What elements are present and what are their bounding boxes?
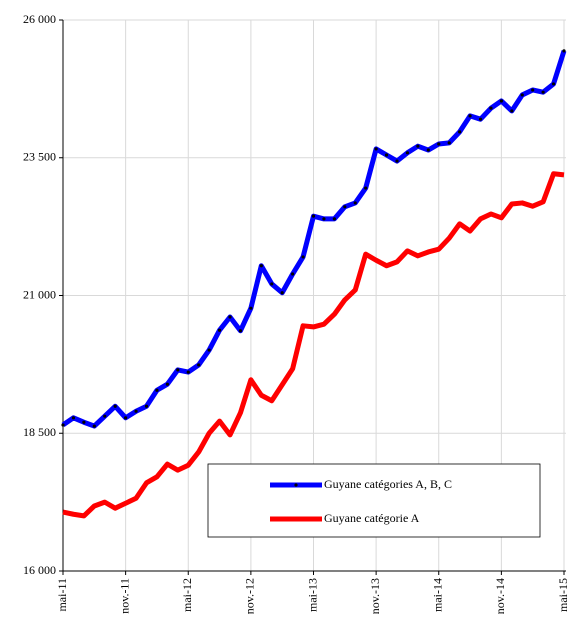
point-marker bbox=[499, 99, 503, 103]
legend-box bbox=[207, 463, 541, 538]
point-marker bbox=[124, 416, 128, 420]
x-tick-label: nov.-13 bbox=[368, 578, 382, 614]
point-marker bbox=[468, 114, 472, 118]
x-tick-label: mai-15 bbox=[556, 578, 568, 612]
point-marker bbox=[280, 291, 284, 295]
point-marker bbox=[551, 82, 556, 86]
point-marker bbox=[541, 90, 545, 94]
point-marker bbox=[489, 106, 493, 110]
series-line bbox=[62, 171, 565, 519]
point-marker bbox=[562, 49, 566, 53]
legend-label: Guyane catégories A, B, C bbox=[324, 477, 452, 491]
legend-label: Guyane catégorie A bbox=[324, 511, 420, 525]
point-marker bbox=[249, 306, 253, 310]
point-marker bbox=[353, 201, 357, 205]
point-marker bbox=[71, 416, 76, 420]
legend-marker bbox=[294, 483, 298, 487]
point-marker bbox=[186, 370, 190, 374]
point-marker bbox=[176, 368, 180, 372]
point-marker bbox=[478, 117, 483, 121]
point-marker bbox=[113, 404, 117, 408]
point-marker bbox=[134, 409, 138, 413]
point-marker bbox=[259, 264, 263, 268]
y-tick-label: 18 500 bbox=[23, 425, 56, 439]
point-marker bbox=[92, 424, 96, 428]
point-marker bbox=[531, 88, 535, 92]
point-marker bbox=[82, 420, 86, 424]
point-marker bbox=[291, 272, 295, 276]
x-tick-label: nov.-12 bbox=[243, 578, 257, 614]
x-tick-label: mai-11 bbox=[55, 578, 69, 612]
point-marker bbox=[207, 348, 211, 352]
x-tick-label: mai-14 bbox=[431, 578, 445, 612]
point-marker bbox=[343, 205, 347, 209]
point-marker bbox=[61, 423, 65, 427]
point-marker bbox=[447, 141, 451, 145]
point-marker bbox=[510, 109, 514, 113]
x-tick-label: nov.-14 bbox=[493, 578, 507, 614]
y-tick-label: 26 000 bbox=[23, 12, 56, 26]
point-marker bbox=[165, 382, 169, 386]
point-marker bbox=[458, 130, 462, 134]
point-marker bbox=[364, 186, 368, 190]
point-marker bbox=[520, 93, 524, 97]
point-marker bbox=[416, 144, 420, 148]
x-tick-label: mai-13 bbox=[305, 578, 319, 612]
x-tick-label: nov.-11 bbox=[117, 578, 131, 614]
y-tick-label: 23 500 bbox=[23, 150, 56, 164]
point-marker bbox=[426, 148, 430, 152]
point-marker bbox=[238, 329, 243, 333]
point-marker bbox=[103, 414, 107, 418]
point-marker bbox=[144, 404, 149, 408]
y-tick-label: 16 000 bbox=[23, 563, 56, 577]
point-marker bbox=[322, 217, 326, 221]
point-marker bbox=[332, 217, 336, 221]
point-marker bbox=[374, 147, 378, 151]
point-marker bbox=[270, 282, 274, 286]
point-marker bbox=[197, 363, 201, 367]
point-marker bbox=[437, 142, 441, 146]
point-marker bbox=[228, 315, 232, 319]
point-marker bbox=[311, 214, 316, 218]
point-marker bbox=[155, 388, 159, 392]
y-tick-label: 21 000 bbox=[23, 287, 56, 301]
point-marker bbox=[395, 159, 399, 163]
point-marker bbox=[301, 255, 305, 259]
point-marker bbox=[384, 153, 389, 157]
point-marker bbox=[217, 328, 222, 332]
point-marker bbox=[405, 151, 410, 155]
x-tick-label: mai-12 bbox=[180, 578, 194, 612]
